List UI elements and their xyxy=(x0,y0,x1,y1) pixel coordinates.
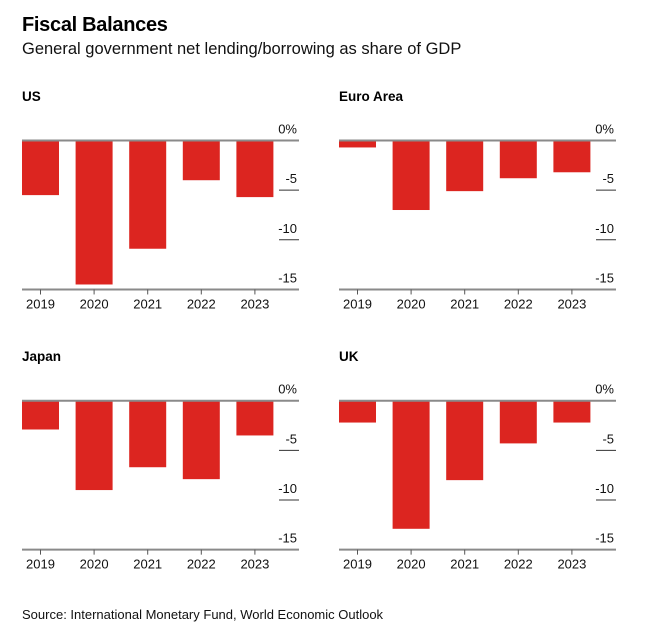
y-tick-label: -10 xyxy=(278,481,297,496)
y-tick-label: 0% xyxy=(595,382,614,397)
x-tick-label: 2019 xyxy=(26,296,55,311)
chart-title: Fiscal Balances xyxy=(22,14,168,36)
x-tick-label: 2023 xyxy=(240,296,269,311)
bar-2020 xyxy=(392,400,430,529)
x-tick-label: 2021 xyxy=(133,557,162,572)
x-tick-label: 2021 xyxy=(133,296,162,311)
bar-2019 xyxy=(339,400,376,423)
y-tick-label: -15 xyxy=(595,270,614,285)
source-note: Source: International Monetary Fund, Wor… xyxy=(22,607,384,622)
y-tick-label: -15 xyxy=(595,531,614,546)
chart-panel-euro-area: Euro Area 0% -5 -10 -15 2019 2020 2021 2022 2023 xyxy=(339,89,616,311)
y-tick-label: 0% xyxy=(278,382,297,397)
bar-2021 xyxy=(129,400,167,468)
bar-2022 xyxy=(182,400,220,480)
x-tick-label: 2022 xyxy=(187,557,216,572)
x-tick-label: 2022 xyxy=(187,296,216,311)
bar-2022 xyxy=(182,140,220,181)
bar-2022 xyxy=(499,400,537,444)
y-tick-label: -5 xyxy=(602,171,614,186)
panel-title: Euro Area xyxy=(339,89,404,104)
bar-2021 xyxy=(129,140,167,249)
bar-2019 xyxy=(22,140,59,196)
x-tick-label: 2023 xyxy=(557,296,586,311)
bar-2022 xyxy=(499,140,537,179)
y-tick-label: -10 xyxy=(595,221,614,236)
bar-2023 xyxy=(553,140,591,173)
x-tick-label: 2021 xyxy=(450,557,479,572)
x-tick-label: 2019 xyxy=(343,557,372,572)
bar-2019 xyxy=(339,140,376,148)
x-tick-label: 2019 xyxy=(26,557,55,572)
x-tick-label: 2020 xyxy=(397,557,426,572)
chart-subtitle: General government net lending/borrowing… xyxy=(22,40,462,58)
x-tick-label: 2023 xyxy=(557,557,586,572)
chart-panel-us: US 0% -5 -10 -15 2019 2020 2021 2022 2023 xyxy=(22,89,299,311)
x-tick-label: 2023 xyxy=(240,557,269,572)
bar-2019 xyxy=(22,400,59,430)
bar-2021 xyxy=(446,400,484,481)
y-tick-label: -5 xyxy=(285,431,297,446)
bar-2023 xyxy=(236,140,274,198)
panel-title: US xyxy=(22,89,41,104)
y-tick-label: 0% xyxy=(595,122,614,137)
bar-2023 xyxy=(553,400,591,423)
bar-2020 xyxy=(75,140,113,285)
panel-title: UK xyxy=(339,349,359,364)
x-tick-label: 2019 xyxy=(343,296,372,311)
x-tick-label: 2022 xyxy=(504,557,533,572)
x-tick-label: 2021 xyxy=(450,296,479,311)
x-tick-label: 2020 xyxy=(397,296,426,311)
panel-title: Japan xyxy=(22,349,61,364)
y-tick-label: -5 xyxy=(285,171,297,186)
y-tick-label: -10 xyxy=(595,481,614,496)
y-tick-label: -15 xyxy=(278,531,297,546)
y-tick-label: -5 xyxy=(602,431,614,446)
chart-panel-uk: UK 0% -5 -10 -15 2019 2020 2021 2022 2023 xyxy=(339,349,616,572)
chart-panel-japan: Japan 0% -5 -10 -15 2019 2020 2021 2022 2023 xyxy=(22,349,299,572)
y-tick-label: -15 xyxy=(278,270,297,285)
x-tick-label: 2020 xyxy=(80,296,109,311)
bar-2020 xyxy=(75,400,113,491)
x-tick-label: 2022 xyxy=(504,296,533,311)
bar-2023 xyxy=(236,400,274,436)
bar-2021 xyxy=(446,140,484,192)
bar-2020 xyxy=(392,140,430,211)
y-tick-label: 0% xyxy=(278,122,297,137)
x-tick-label: 2020 xyxy=(80,557,109,572)
y-tick-label: -10 xyxy=(278,221,297,236)
